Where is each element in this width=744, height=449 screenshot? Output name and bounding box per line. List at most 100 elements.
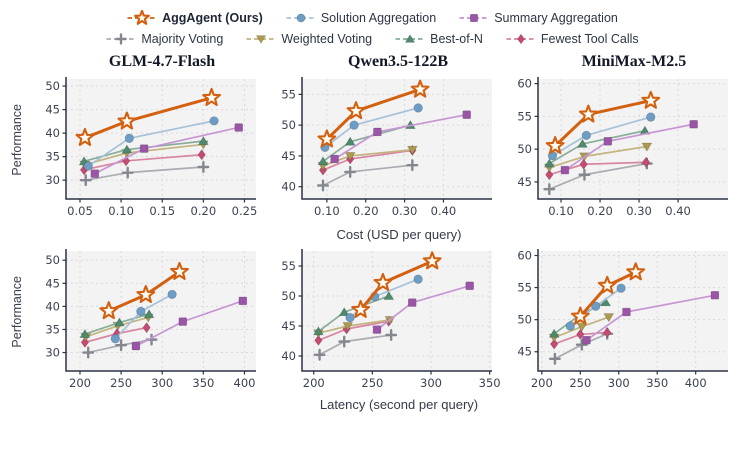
tri-up-legend-glyph: [395, 34, 425, 43]
plot-title-minimax: MiniMax-M2.5: [581, 53, 687, 70]
plot-title-qwen: Qwen3.5-122B: [348, 53, 448, 70]
svg-text:200: 200: [531, 376, 553, 390]
svg-text:200: 200: [69, 376, 91, 390]
svg-text:0.30: 0.30: [626, 204, 652, 218]
svg-text:40: 40: [281, 349, 296, 363]
plus-legend-glyph: [106, 33, 136, 45]
legend-item-best-of-n: Best-of-N: [394, 31, 483, 47]
legend-item-aggagent: AggAgent (Ours): [126, 9, 263, 26]
y-axis-label-text: Performance: [10, 104, 24, 176]
legend-item-majority-voting: Majority Voting: [105, 31, 223, 47]
subplot-minimax-cost: 0.10 0.20 0.30 0.40 45 50 55 60: [502, 73, 738, 225]
svg-text:0.10: 0.10: [548, 204, 574, 218]
svg-text:0.40: 0.40: [431, 204, 457, 218]
svg-text:0.40: 0.40: [665, 204, 691, 218]
subplot-canvas-4: 200 250 300 350 40 45 50 55: [281, 249, 501, 390]
svg-text:40: 40: [281, 180, 296, 194]
svg-text:50: 50: [517, 313, 532, 327]
svg-text:200: 200: [303, 376, 325, 390]
subplot-qwen-cost: 0.10 0.20 0.30 0.40 40 45 50 55: [266, 73, 502, 225]
triangle-down-icon: [245, 31, 277, 47]
svg-text:50: 50: [281, 289, 296, 303]
svg-text:35: 35: [45, 150, 60, 164]
svg-text:0.20: 0.20: [353, 204, 379, 218]
circle-icon: [285, 10, 317, 26]
legend-row-1: AggAgent (Ours) Solution Aggregation Sum…: [0, 8, 744, 28]
svg-text:400: 400: [234, 376, 256, 390]
subplot-minimax-latency: 200 250 300 350 400 45 50 55 60: [502, 245, 738, 397]
svg-text:55: 55: [517, 281, 532, 295]
svg-text:35: 35: [45, 322, 60, 336]
legend-item-fewest-tool-calls: Fewest Tool Calls: [505, 31, 639, 47]
svg-text:0.05: 0.05: [67, 204, 93, 218]
legend-label: Solution Aggregation: [320, 11, 437, 25]
y-axis-label-bottom-row: Performance: [4, 245, 30, 397]
svg-text:30: 30: [45, 346, 60, 360]
square-icon: [458, 10, 490, 26]
legend-item-solution-aggregation: Solution Aggregation: [285, 10, 436, 26]
legend-label: Best-of-N: [430, 32, 483, 46]
legend-label: Majority Voting: [141, 32, 224, 46]
svg-text:55: 55: [281, 259, 296, 273]
diamond-icon: [505, 31, 537, 47]
subplot-qwen-latency: 200 250 300 350 40 45 50 55: [266, 245, 502, 397]
svg-text:0.20: 0.20: [587, 204, 613, 218]
svg-text:300: 300: [151, 376, 173, 390]
svg-text:45: 45: [281, 149, 296, 163]
legend-item-summary-aggregation: Summary Aggregation: [458, 10, 618, 26]
legend-label: Fewest Tool Calls: [540, 32, 639, 46]
legend-item-weighted-voting: Weighted Voting: [245, 31, 372, 47]
svg-text:45: 45: [281, 319, 296, 333]
subplot-canvas-3: 200 250 300 350 400 30 35 40 45 50: [45, 249, 256, 390]
y-axis-label-top-row: Performance: [4, 73, 30, 225]
svg-text:60: 60: [517, 77, 532, 91]
svg-text:0.25: 0.25: [232, 204, 258, 218]
svg-text:50: 50: [45, 79, 60, 93]
svg-text:55: 55: [517, 109, 532, 123]
y-axis-label-text: Performance: [10, 276, 24, 348]
svg-text:40: 40: [45, 299, 60, 313]
circle-legend-glyph: [286, 13, 316, 23]
subplot-glm-cost: 0.05 0.10 0.15 0.20 0.25 30 35 40 45 50: [30, 73, 266, 225]
tri-down-legend-glyph: [246, 35, 276, 44]
charts-grid: GLM-4.7-Flash Qwen3.5-122B MiniMax-M2.5 …: [4, 49, 744, 421]
x-axis-label-cost: Cost (USD per query): [336, 227, 462, 242]
legend-label: AggAgent (Ours): [162, 11, 263, 25]
plus-icon: [105, 31, 137, 47]
svg-text:350: 350: [646, 376, 668, 390]
plot-title-glm: GLM-4.7-Flash: [108, 53, 216, 70]
subplot-canvas-0: 0.05 0.10 0.15 0.20 0.25 30 35 40 45 50: [45, 77, 258, 218]
star-icon: [126, 9, 158, 26]
svg-text:0.10: 0.10: [314, 204, 340, 218]
svg-text:45: 45: [517, 175, 532, 189]
legend-label: Weighted Voting: [281, 32, 373, 46]
subplot-canvas-1: 0.10 0.20 0.30 0.40 40 45 50 55: [281, 77, 492, 218]
legend-row-2: Majority Voting Weighted Voting Best-of-…: [0, 29, 744, 49]
star-legend-glyph: [127, 9, 157, 25]
subplot-canvas-5: 200 250 300 350 400 45 50 55 60: [517, 248, 728, 390]
svg-text:50: 50: [517, 142, 532, 156]
subplot-glm-latency: 200 250 300 350 400 30 35 40 45 50: [30, 245, 266, 397]
svg-text:60: 60: [517, 248, 532, 262]
square-legend-glyph: [459, 13, 489, 23]
svg-text:0.10: 0.10: [108, 204, 134, 218]
svg-text:45: 45: [45, 103, 60, 117]
svg-text:300: 300: [608, 376, 630, 390]
svg-text:0.20: 0.20: [191, 204, 217, 218]
svg-text:250: 250: [110, 376, 132, 390]
svg-text:0.15: 0.15: [149, 204, 175, 218]
svg-text:250: 250: [569, 376, 591, 390]
triangle-up-icon: [394, 31, 426, 47]
svg-text:30: 30: [45, 173, 60, 187]
svg-text:350: 350: [192, 376, 214, 390]
svg-text:45: 45: [517, 345, 532, 359]
svg-text:0.30: 0.30: [392, 204, 418, 218]
legend-label: Summary Aggregation: [494, 11, 618, 25]
svg-text:300: 300: [420, 376, 442, 390]
legend: AggAgent (Ours) Solution Aggregation Sum…: [0, 0, 744, 49]
svg-text:400: 400: [685, 376, 707, 390]
svg-text:250: 250: [361, 376, 383, 390]
subplot-canvas-2: 0.10 0.20 0.30 0.40 45 50 55 60: [517, 77, 728, 218]
svg-text:55: 55: [281, 87, 296, 101]
